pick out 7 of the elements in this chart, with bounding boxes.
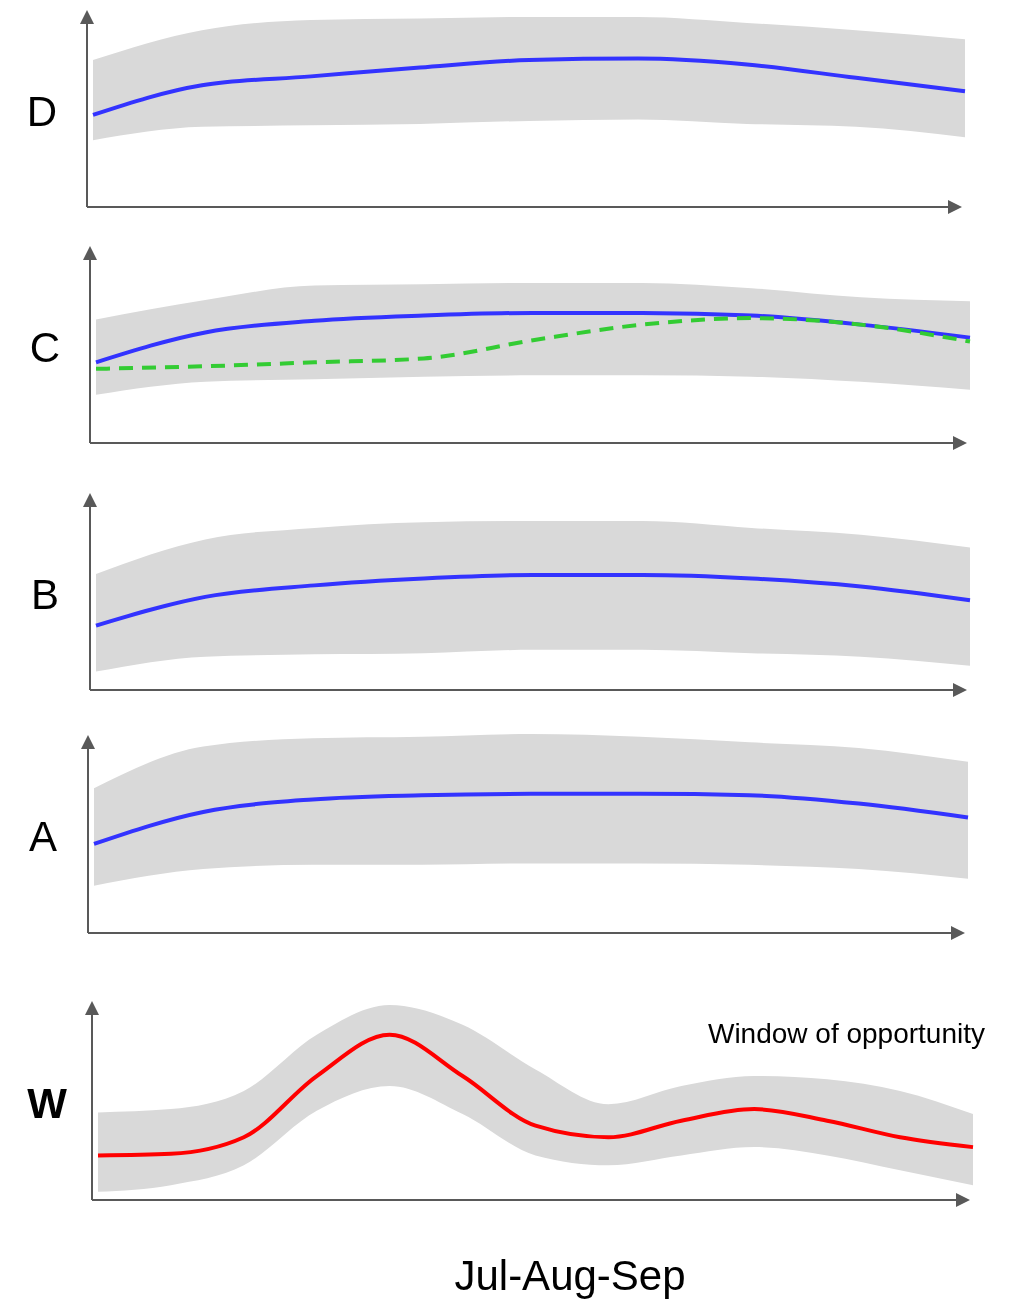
annotation: Window of opportunity [707,1018,985,1049]
y-axis-title: B [30,570,60,618]
y-axis-title: C [29,323,61,371]
y-axis-title: A [28,813,58,861]
x-axis-title: Jul-Aug-Sep [454,1252,686,1299]
y-axis-title: W [27,1079,68,1127]
y-axis-title: D [26,87,58,135]
